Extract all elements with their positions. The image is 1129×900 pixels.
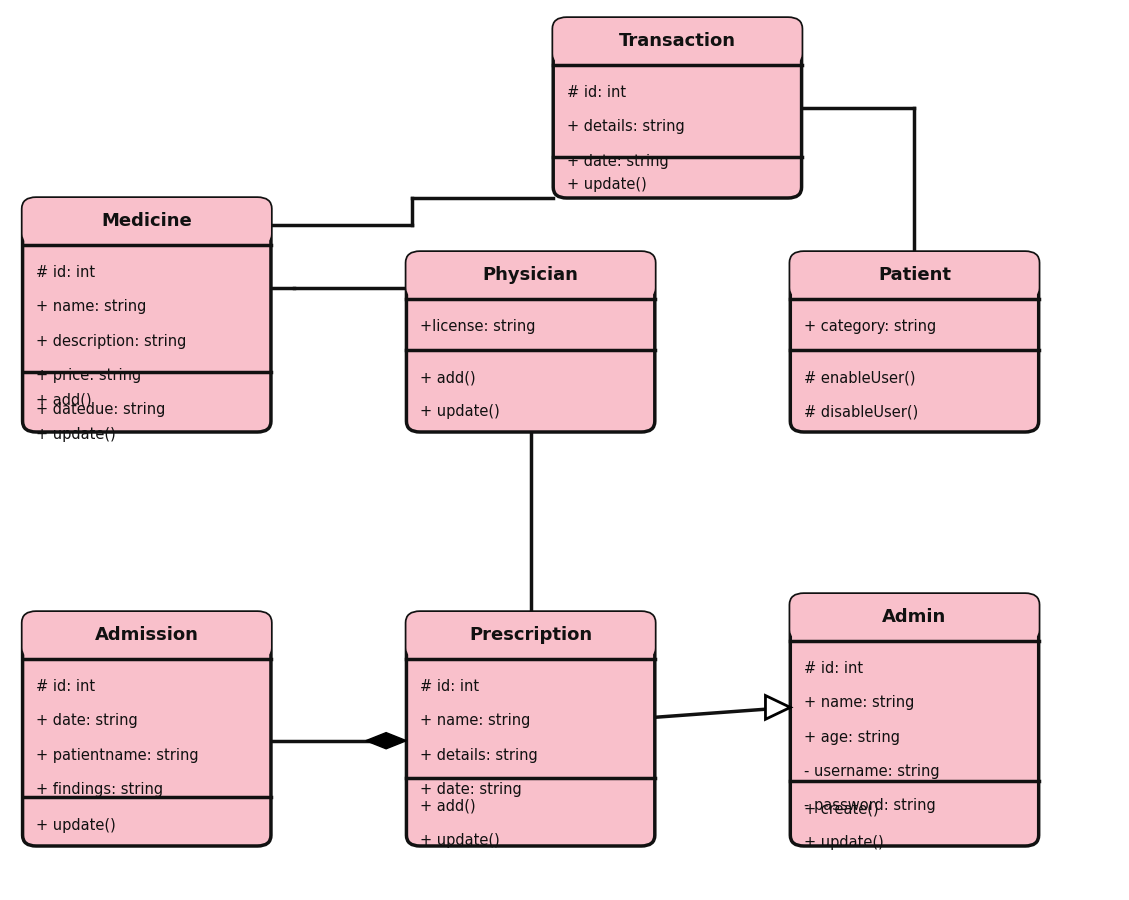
Text: - username: string: - username: string (804, 764, 939, 778)
FancyBboxPatch shape (790, 594, 1039, 641)
Text: +license: string: +license: string (420, 320, 535, 334)
FancyBboxPatch shape (23, 612, 271, 659)
Text: + price: string: + price: string (36, 368, 141, 382)
Text: # id: int: # id: int (567, 86, 625, 100)
Text: Prescription: Prescription (469, 626, 593, 644)
Polygon shape (366, 733, 406, 749)
FancyBboxPatch shape (790, 594, 1039, 846)
Text: Admin: Admin (883, 608, 946, 626)
FancyBboxPatch shape (790, 252, 1039, 432)
Text: + update(): + update() (420, 404, 500, 419)
Text: + add(): + add() (420, 370, 475, 385)
FancyBboxPatch shape (406, 612, 655, 659)
Text: + patientname: string: + patientname: string (36, 748, 199, 762)
Text: + update(): + update() (420, 832, 500, 848)
FancyBboxPatch shape (790, 252, 1039, 299)
Text: + name: string: + name: string (420, 714, 531, 728)
Text: Medicine: Medicine (102, 212, 192, 230)
Text: + age: string: + age: string (804, 730, 900, 744)
Text: + description: string: + description: string (36, 334, 186, 348)
FancyBboxPatch shape (23, 198, 271, 245)
Text: # id: int: # id: int (36, 266, 95, 280)
Text: + update(): + update() (804, 835, 884, 850)
Text: # id: int: # id: int (36, 680, 95, 694)
FancyBboxPatch shape (406, 612, 655, 846)
FancyBboxPatch shape (23, 198, 271, 432)
FancyBboxPatch shape (553, 18, 802, 198)
Text: + date: string: + date: string (420, 782, 522, 796)
Text: + category: string: + category: string (804, 320, 936, 334)
Text: Physician: Physician (483, 266, 578, 284)
FancyBboxPatch shape (406, 252, 655, 432)
Text: + name: string: + name: string (804, 696, 914, 710)
FancyBboxPatch shape (406, 252, 655, 299)
Text: + update(): + update() (567, 177, 647, 192)
Text: + add(): + add() (36, 392, 91, 408)
Text: + date: string: + date: string (36, 714, 138, 728)
Text: + name: string: + name: string (36, 300, 147, 314)
Text: # disableUser(): # disableUser() (804, 404, 918, 419)
Text: + update(): + update() (36, 427, 116, 442)
Text: # enableUser(): # enableUser() (804, 370, 916, 385)
FancyBboxPatch shape (23, 612, 271, 846)
Text: + details: string: + details: string (420, 748, 537, 762)
Text: + datedue: string: + datedue: string (36, 402, 166, 417)
Text: + date: string: + date: string (567, 154, 668, 168)
Text: # id: int: # id: int (804, 662, 863, 676)
Text: Admission: Admission (95, 626, 199, 644)
Text: + findings: string: + findings: string (36, 782, 164, 796)
Text: + update(): + update() (36, 817, 116, 833)
Text: + add(): + add() (420, 798, 475, 814)
Text: - password: string: - password: string (804, 798, 936, 813)
Text: Transaction: Transaction (619, 32, 736, 50)
Text: Patient: Patient (878, 266, 951, 284)
Text: # id: int: # id: int (420, 680, 479, 694)
Polygon shape (765, 696, 790, 719)
Text: + details: string: + details: string (567, 120, 684, 134)
Text: + create(): + create() (804, 801, 878, 816)
FancyBboxPatch shape (553, 18, 802, 65)
